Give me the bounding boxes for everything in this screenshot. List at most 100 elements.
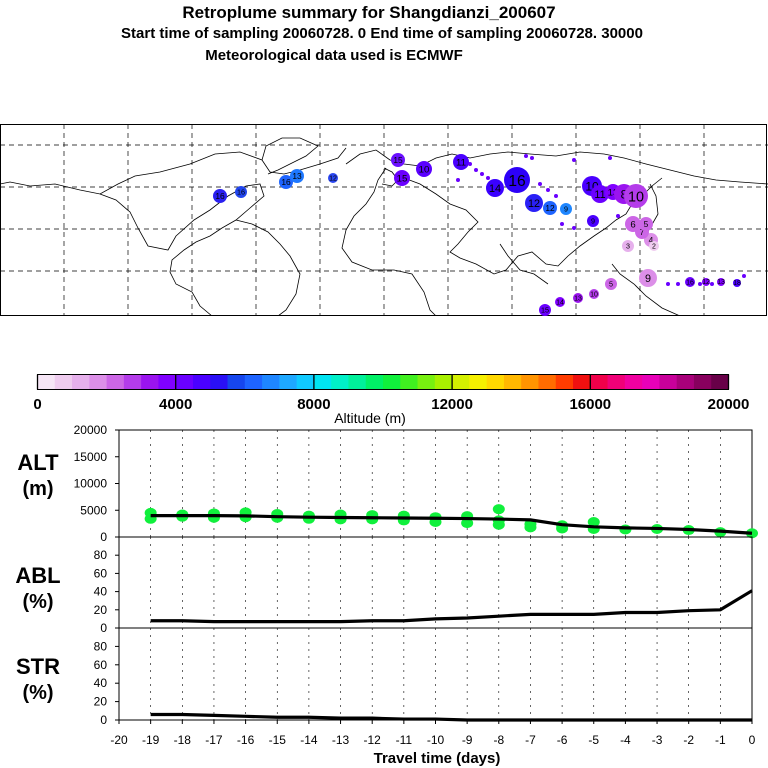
colorbar-cell <box>89 374 108 390</box>
trajectory-point-label: 10 <box>419 165 430 176</box>
colorbar-cell <box>469 374 488 390</box>
colorbar-cell <box>192 374 211 390</box>
x-tick-label: -6 <box>557 733 568 747</box>
series-line-str <box>150 712 752 722</box>
trajectory-point-label: 10 <box>590 291 598 298</box>
trajectory-point-label: 16 <box>686 279 694 286</box>
colorbar-cell <box>676 374 695 390</box>
trajectory-point-label: 5 <box>644 219 649 229</box>
trajectory-point <box>394 170 410 186</box>
x-tick-label: -1 <box>715 733 726 747</box>
x-tick-label: -18 <box>174 733 192 747</box>
trajectory-point-label: 9 <box>564 205 568 214</box>
colorbar-cell <box>54 374 73 390</box>
y-tick-label: 0 <box>100 621 107 635</box>
x-tick-label: -20 <box>110 733 128 747</box>
altitude-point <box>746 528 758 539</box>
colorbar-cell <box>624 374 643 390</box>
trajectory-point-label: 13 <box>292 171 302 181</box>
chart-title: Retroplume summary for Shangdianzi_20060… <box>182 3 556 22</box>
y-tick-label: 80 <box>94 548 108 562</box>
x-tick-label: -16 <box>237 733 255 747</box>
colorbar-cell <box>642 374 660 390</box>
colorbar-cell <box>175 374 194 390</box>
colorbar-tick-label: 16000 <box>569 396 611 413</box>
colorbar-cell <box>106 374 125 390</box>
colorbar-cell <box>555 374 574 390</box>
trajectory-point <box>685 277 695 287</box>
trajectory-point-label: 13 <box>717 279 725 286</box>
trajectory-point <box>639 269 657 287</box>
trajectory-point <box>587 215 599 227</box>
y-axis-unit: (m) <box>22 478 53 500</box>
trajectory-dot <box>474 168 478 172</box>
altitude-point <box>492 519 505 530</box>
trajectory-point <box>625 216 641 232</box>
colorbar-cell <box>365 374 384 390</box>
y-tick-label: 10000 <box>74 477 108 491</box>
trajectory-point <box>213 189 227 203</box>
trajectory-dot <box>560 222 564 226</box>
trajectory-point <box>622 240 634 252</box>
colorbar-cell <box>573 374 591 390</box>
trajectory-point-label: 16 <box>281 177 291 187</box>
trajectory-point <box>573 293 583 303</box>
trajectory-point-label: 3 <box>626 242 630 251</box>
colorbar-cell <box>400 374 419 390</box>
trajectory-dot <box>572 226 576 230</box>
trajectory-point-label: 16 <box>508 173 525 190</box>
trajectory-point-label: 10 <box>628 189 644 205</box>
trajectory-point-label: 12 <box>329 175 337 182</box>
colorbar-cell <box>158 374 177 390</box>
y-axis-unit: (%) <box>22 591 53 613</box>
trajectory-point <box>504 167 530 193</box>
trajectory-point-label: 16 <box>237 188 245 197</box>
y-tick-label: 20 <box>94 603 108 617</box>
x-tick-label: -10 <box>427 733 445 747</box>
trajectory-point-label: 2 <box>652 243 656 250</box>
altitude-point <box>587 517 600 528</box>
y-tick-label: 40 <box>94 585 108 599</box>
x-tick-label: -5 <box>588 733 599 747</box>
trajectory-point-label: 14 <box>556 299 564 306</box>
trajectory-dot <box>486 176 490 180</box>
trajectory-point <box>525 194 543 212</box>
trajectory-point <box>589 289 599 299</box>
colorbar-cell <box>693 374 712 390</box>
trajectory-dot <box>676 282 680 286</box>
trajectory-point <box>453 154 469 170</box>
trajectory-dot <box>480 172 484 176</box>
colorbar-cell <box>72 374 90 390</box>
x-tick-label: -8 <box>493 733 504 747</box>
trajectory-point <box>649 241 659 251</box>
trajectory-dot <box>538 182 542 186</box>
trajectory-point-label: 18 <box>733 280 741 287</box>
trajectory-point <box>605 278 617 290</box>
trajectory-point <box>591 185 609 203</box>
trajectory-point <box>486 179 504 197</box>
x-tick-label: -13 <box>332 733 350 747</box>
y-axis-unit: (%) <box>22 682 53 704</box>
panel-alt: 0 5000 10000 15000 20000 ALT (m) <box>17 423 758 544</box>
trajectory-point-label: 11 <box>594 189 605 201</box>
x-tick-label: -11 <box>396 733 413 747</box>
trajectory-point-label: 4 <box>649 235 654 245</box>
trajectory-point-label: 13 <box>608 188 619 199</box>
colorbar-cell <box>348 374 367 390</box>
y-tick-label: 80 <box>94 639 108 653</box>
trajectory-point <box>733 279 741 287</box>
colorbar-cell <box>521 374 539 390</box>
trajectory-point-label: 6 <box>630 220 635 231</box>
trajectory-point <box>717 278 725 286</box>
trajectory-point <box>560 203 572 215</box>
trajectory-point <box>539 304 551 316</box>
y-tick-label: 60 <box>94 566 108 580</box>
colorbar-cell <box>417 374 436 390</box>
altitude-point <box>461 518 474 529</box>
panel-abl: 0 20 40 60 80 ABL (%) <box>15 536 753 635</box>
y-tick-label: 20000 <box>74 423 108 437</box>
y-tick-label: 5000 <box>80 503 107 517</box>
y-axis-label: STR <box>16 654 60 679</box>
x-tick-label: 0 <box>749 733 756 747</box>
